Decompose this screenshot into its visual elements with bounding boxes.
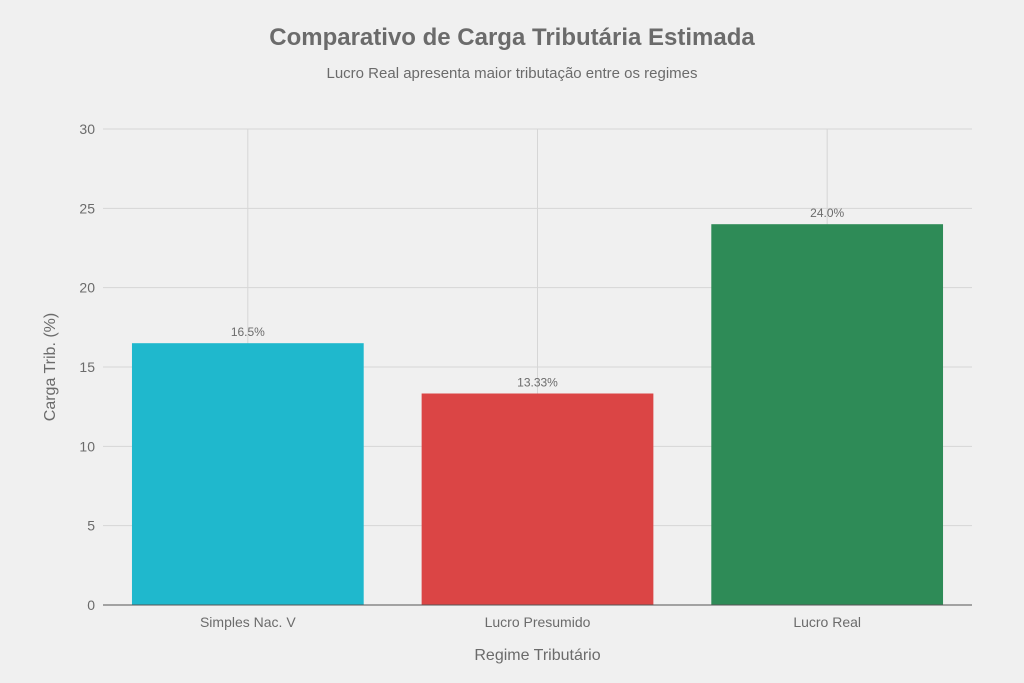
data-label: 24.0%: [810, 206, 844, 220]
labels: 0 5 10 15 20 25 30 16.5% Simples Nac. V 13.33% Luc…: [42, 121, 861, 664]
x-tick-label: Lucro Real: [793, 614, 861, 630]
y-tick-label: 15: [79, 359, 95, 375]
y-tick-label: 25: [79, 200, 95, 216]
chart-subtitle: Lucro Real apresenta maior tributação en…: [326, 65, 698, 82]
bar: [131, 343, 364, 605]
y-axis-title: Carga Trib. (%): [42, 313, 59, 421]
bar: [711, 224, 944, 605]
y-tick-label: 5: [87, 518, 95, 534]
bars: [131, 224, 944, 605]
bar: [421, 393, 654, 605]
y-tick-label: 20: [79, 280, 95, 296]
y-tick-label: 30: [79, 121, 95, 137]
y-tick-label: 10: [79, 438, 95, 454]
x-axis-title: Regime Tributário: [474, 647, 600, 664]
data-label: 13.33%: [517, 375, 558, 389]
data-label: 16.5%: [231, 325, 265, 339]
x-tick-label: Simples Nac. V: [200, 614, 296, 630]
chart-title: Comparativo de Carga Tributária Estimada: [269, 24, 755, 51]
y-tick-label: 0: [87, 597, 95, 613]
x-tick-label: Lucro Presumido: [485, 614, 591, 630]
